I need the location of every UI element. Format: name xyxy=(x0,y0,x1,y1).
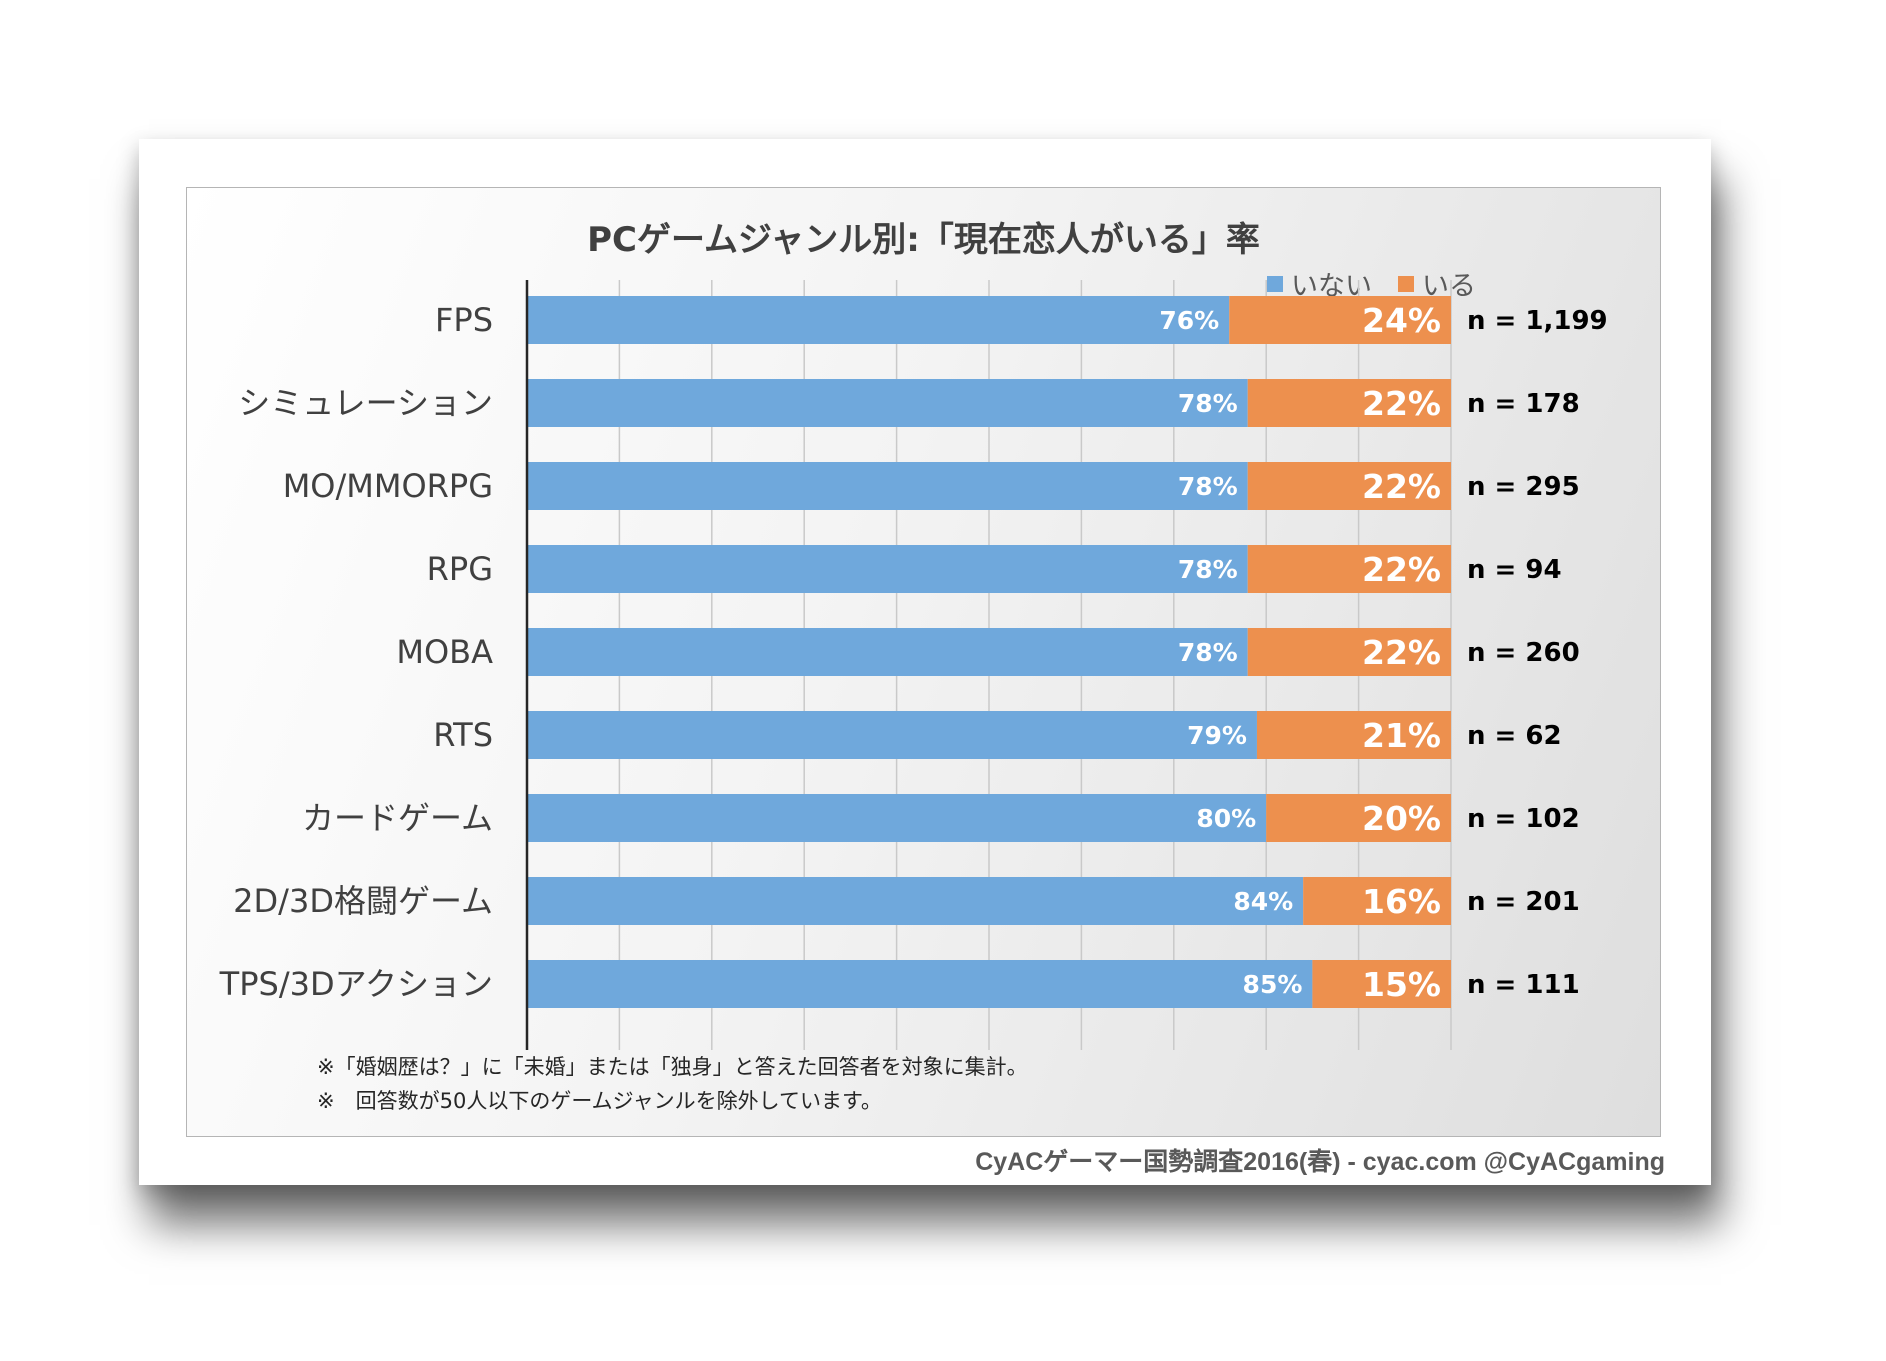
category-label: RPG xyxy=(427,550,493,588)
data-label-iru: 22% xyxy=(1362,467,1441,506)
data-label-inai: 78% xyxy=(1178,389,1238,418)
bar-iru xyxy=(1256,711,1451,759)
data-label-inai: 76% xyxy=(1159,306,1219,335)
sample-size-label: n = 1,199 xyxy=(1467,306,1608,336)
category-label: TPS/3Dアクション xyxy=(219,965,493,1003)
bar-inai xyxy=(527,628,1248,676)
notes: ※「婚姻歴は？」に「未婚」または「独身」と答えた回答者を対象に集計。 ※ 回答数… xyxy=(317,1050,1028,1118)
bar-iru xyxy=(1247,628,1451,676)
category-label: RTS xyxy=(433,716,493,754)
bar-inai xyxy=(527,877,1304,925)
data-label-inai: 78% xyxy=(1178,555,1238,584)
sample-size-label: n = 111 xyxy=(1467,970,1580,1000)
note-2: ※ 回答数が50人以下のゲームジャンルを除外しています。 xyxy=(317,1089,882,1113)
chart-card: PCゲームジャンル別:「現在恋人がいる」率 いない いる 76% 24% FPS n … xyxy=(139,139,1711,1185)
bar-inai xyxy=(527,960,1313,1008)
data-label-inai: 78% xyxy=(1178,638,1238,667)
note-1: ※「婚姻歴は？」に「未婚」または「独身」と答えた回答者を対象に集計。 xyxy=(317,1055,1028,1079)
sample-size-label: n = 295 xyxy=(1467,472,1580,502)
data-label-iru: 20% xyxy=(1362,799,1441,838)
data-label-iru: 24% xyxy=(1362,301,1441,340)
data-label-inai: 79% xyxy=(1187,721,1247,750)
data-label-iru: 21% xyxy=(1362,716,1441,755)
bar-iru xyxy=(1312,960,1451,1008)
bar-inai xyxy=(527,462,1248,510)
bar-iru xyxy=(1303,877,1451,925)
bar-inai xyxy=(527,545,1248,593)
bar-inai xyxy=(527,794,1267,842)
data-label-iru: 15% xyxy=(1362,965,1441,1004)
legend-swatch-iru xyxy=(1398,275,1414,292)
bar-inai xyxy=(527,711,1257,759)
chart-title: PCゲームジャンル別:「現在恋人がいる」率 xyxy=(587,220,1260,260)
data-label-inai: 84% xyxy=(1233,887,1293,916)
bar-iru xyxy=(1266,794,1451,842)
category-label: 2D/3D格闘ゲーム xyxy=(233,882,493,920)
data-label-inai: 80% xyxy=(1196,804,1256,833)
sample-size-label: n = 260 xyxy=(1467,638,1580,668)
sample-size-label: n = 201 xyxy=(1467,887,1580,917)
bar-iru xyxy=(1247,462,1451,510)
sample-size-label: n = 102 xyxy=(1467,804,1580,834)
data-label-iru: 22% xyxy=(1362,384,1441,423)
bar-iru xyxy=(1247,379,1451,427)
data-label-iru: 16% xyxy=(1362,882,1441,921)
sample-size-label: n = 62 xyxy=(1467,721,1562,751)
data-label-inai: 78% xyxy=(1178,472,1238,501)
legend-swatch-inai xyxy=(1267,275,1283,292)
bar-iru xyxy=(1247,545,1451,593)
data-label-inai: 85% xyxy=(1243,970,1303,999)
category-label: カードゲーム xyxy=(302,799,493,837)
bar-chart: 76% 24% FPS n = 1,199 78% 22% シミュレーション n = 178 7… xyxy=(219,280,1608,1050)
chart-panel: PCゲームジャンル別:「現在恋人がいる」率 いない いる 76% 24% FPS n … xyxy=(186,187,1661,1137)
data-label-iru: 22% xyxy=(1362,633,1441,672)
sample-size-label: n = 178 xyxy=(1467,389,1580,419)
footer-credit: CyACゲーマー国勢調査2016(春) - cyac.com @CyACgami… xyxy=(975,1148,1665,1176)
category-label: MOBA xyxy=(396,633,493,671)
category-label: MO/MMORPG xyxy=(283,467,493,505)
bar-inai xyxy=(527,296,1230,344)
bar-inai xyxy=(527,379,1248,427)
bar-iru xyxy=(1229,296,1451,344)
category-label: FPS xyxy=(435,301,493,339)
sample-size-label: n = 94 xyxy=(1467,555,1562,585)
category-label: シミュレーション xyxy=(238,384,493,422)
data-label-iru: 22% xyxy=(1362,550,1441,589)
